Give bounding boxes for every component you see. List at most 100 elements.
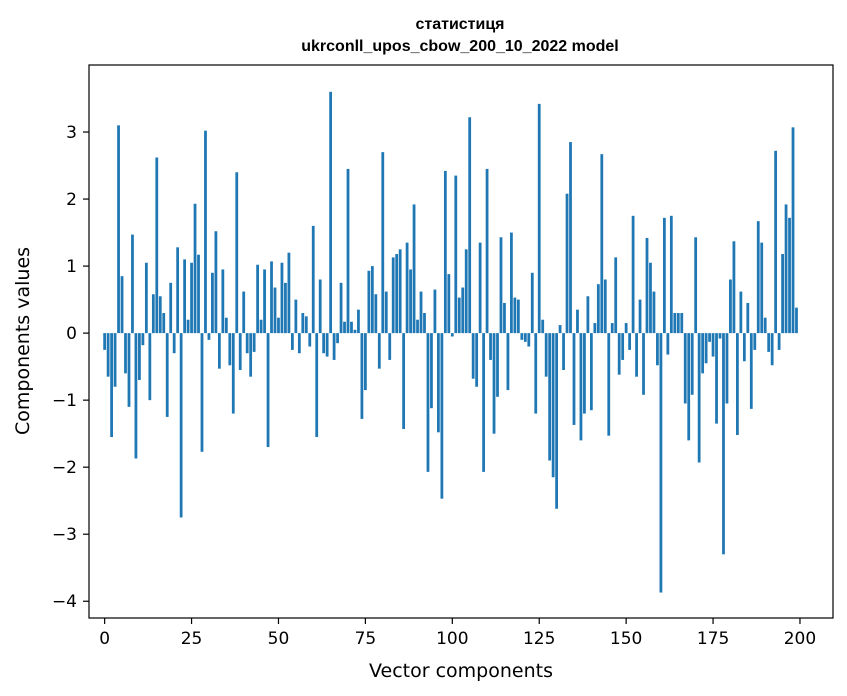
bar-45 (259, 319, 263, 334)
bar-127 (544, 333, 548, 377)
bar-0 (103, 333, 107, 350)
bar-107 (475, 333, 479, 387)
bar-97 (440, 333, 444, 499)
bar-61 (315, 333, 319, 438)
bar-67 (336, 333, 339, 344)
bar-91 (419, 291, 423, 334)
bar-1 (106, 333, 110, 377)
bar-135 (572, 333, 576, 425)
bar-197 (788, 217, 791, 334)
bar-145 (607, 333, 611, 436)
bar-25 (190, 262, 193, 334)
bar-55 (294, 299, 298, 334)
bar-22 (179, 333, 183, 518)
bar-167 (683, 333, 687, 404)
bar-40 (242, 291, 246, 334)
bar-9 (134, 333, 138, 459)
plot-frame (88, 64, 834, 619)
bar-3 (113, 333, 117, 387)
bar-142 (596, 284, 600, 334)
chart-subtitle: ukrconll_upos_cbow_200_10_2022 model (301, 38, 618, 55)
bar-87 (405, 242, 409, 334)
bar-38 (235, 172, 239, 334)
bar-109 (482, 333, 485, 472)
bar-186 (749, 333, 753, 409)
bar-176 (715, 333, 718, 424)
bar-41 (245, 333, 249, 354)
bar-158 (652, 291, 656, 334)
bar-42 (249, 333, 253, 377)
bar-43 (252, 333, 256, 352)
bar-199 (795, 307, 798, 334)
bar-123 (530, 272, 534, 334)
bar-39 (238, 333, 242, 370)
bar-184 (742, 333, 746, 362)
bars-group (103, 91, 798, 593)
bar-188 (756, 221, 760, 334)
bar-160 (659, 333, 663, 593)
bar-172 (701, 333, 705, 374)
bar-99 (447, 274, 451, 334)
bar-136 (576, 309, 579, 334)
bar-26 (193, 203, 197, 334)
bar-79 (377, 333, 381, 369)
bar-50 (277, 317, 280, 334)
y-tick-label: 2 (66, 190, 77, 210)
bar-103 (461, 287, 465, 334)
bar-150 (624, 323, 628, 334)
bar-88 (409, 269, 412, 334)
bar-7 (127, 333, 131, 407)
bar-125 (537, 103, 541, 334)
x-tick-label: 125 (523, 629, 555, 649)
bar-5 (120, 276, 124, 334)
bar-185 (746, 302, 750, 334)
bar-138 (583, 333, 586, 414)
bar-122 (527, 333, 531, 347)
bar-111 (489, 333, 492, 360)
bar-48 (270, 261, 273, 334)
bar-164 (673, 313, 677, 334)
bar-77 (370, 266, 374, 334)
x-tick-label: 175 (697, 629, 729, 649)
bar-187 (753, 333, 757, 350)
bar-134 (569, 142, 572, 334)
y-tick-label: −2 (52, 458, 77, 478)
bar-155 (642, 333, 645, 395)
bar-82 (388, 333, 392, 360)
bar-118 (513, 297, 517, 334)
bar-92 (423, 313, 426, 334)
bar-14 (151, 294, 155, 334)
bar-71 (350, 321, 353, 334)
bar-147 (614, 257, 618, 334)
bar-133 (565, 193, 569, 334)
x-tick-label: 25 (181, 629, 203, 649)
bar-66 (332, 333, 336, 360)
bar-28 (200, 333, 204, 452)
bar-129 (551, 333, 555, 478)
bar-126 (541, 319, 545, 334)
bar-6 (124, 333, 127, 374)
bar-98 (443, 170, 447, 334)
y-tick-label: −3 (52, 525, 77, 545)
bar-17 (162, 313, 166, 334)
bar-198 (791, 127, 795, 334)
bar-76 (367, 270, 371, 334)
bar-34 (221, 269, 225, 334)
bar-124 (534, 333, 538, 414)
bar-65 (329, 91, 333, 334)
bar-192 (770, 333, 774, 366)
bar-159 (656, 333, 659, 366)
bar-195 (781, 254, 784, 334)
bar-89 (412, 204, 416, 334)
bar-152 (631, 215, 635, 334)
bar-148 (617, 333, 621, 375)
y-tick-label: −4 (52, 592, 77, 612)
bar-4 (117, 125, 120, 334)
bar-151 (628, 333, 632, 350)
bar-170 (694, 237, 698, 334)
bar-13 (148, 333, 152, 401)
bar-110 (485, 168, 489, 334)
bar-117 (510, 232, 513, 334)
x-tick-label: 75 (355, 629, 377, 649)
